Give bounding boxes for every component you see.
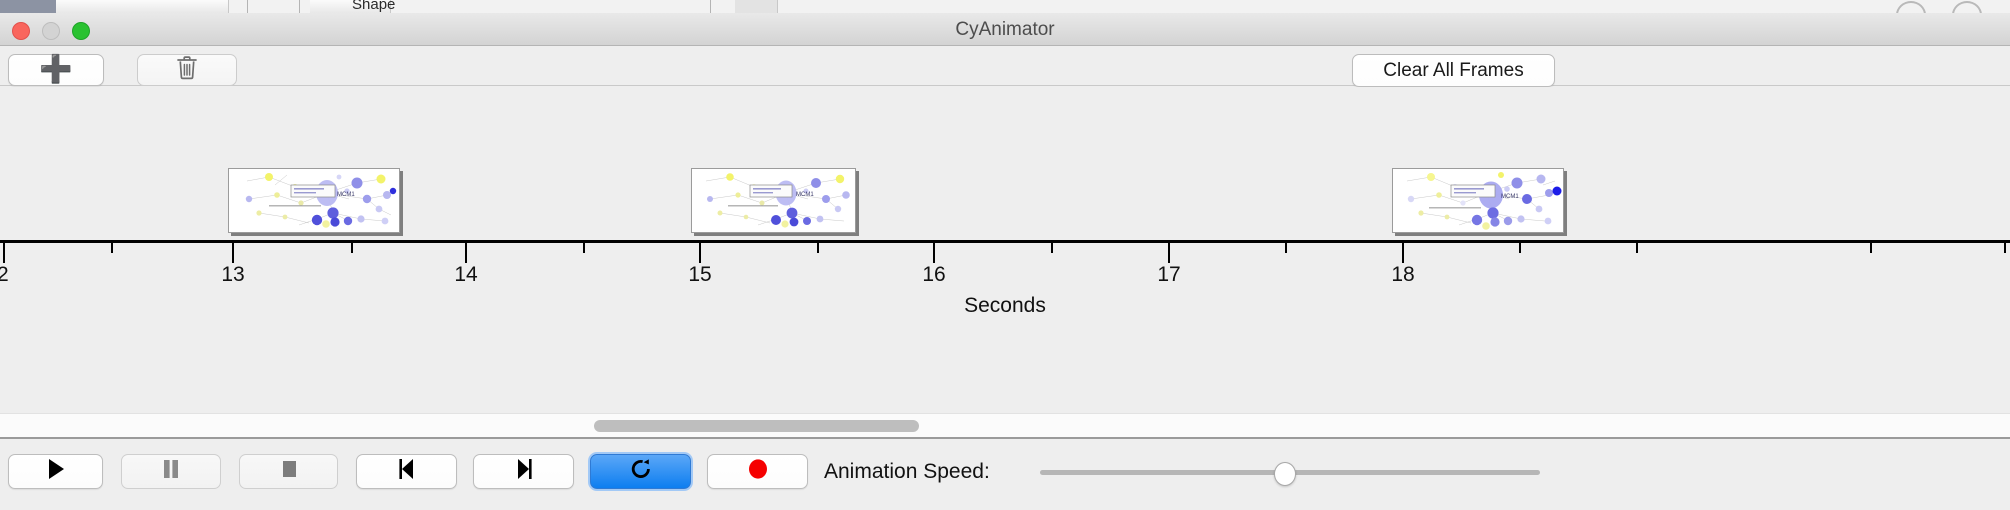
axis-tick-label: 12 (0, 263, 9, 286)
axis-major-tick (1402, 243, 1404, 263)
skip-to-start-button[interactable] (356, 454, 457, 489)
skip-back-icon (396, 458, 418, 485)
axis-tick-label: 18 (1391, 263, 1415, 286)
axis-minor-tick (1519, 243, 1521, 253)
close-button[interactable] (12, 22, 30, 40)
loop-button[interactable] (590, 454, 691, 489)
background-window-tick (710, 0, 711, 13)
axis-tick-label: 13 (221, 263, 245, 286)
axis-minor-tick (2004, 243, 2006, 253)
axis-tick-label: 14 (454, 263, 478, 286)
horizontal-scrollbar-track[interactable] (0, 413, 2010, 439)
title-bar: CyAnimator (0, 13, 2010, 46)
background-window-segment (56, 0, 167, 13)
record-button[interactable] (707, 454, 808, 489)
delete-frame-button[interactable] (137, 54, 237, 86)
svg-text:MCM1: MCM1 (796, 192, 814, 198)
background-window-arc (1952, 1, 1982, 13)
axis-major-tick (699, 243, 701, 263)
loop-icon (629, 457, 653, 486)
add-frame-button[interactable]: ➕ (8, 54, 104, 86)
network-thumbnail-icon: MCM1 (229, 169, 399, 232)
play-button[interactable] (8, 454, 103, 489)
axis-minor-tick (817, 243, 819, 253)
stop-button[interactable] (239, 454, 338, 489)
clear-all-frames-button[interactable]: Clear All Frames (1352, 54, 1555, 87)
record-icon (746, 457, 770, 486)
timeline-frame[interactable]: MCM1 (228, 168, 400, 233)
background-window-tick (299, 0, 300, 13)
playback-control-bar: Animation Speed: (0, 441, 2010, 510)
maximize-button[interactable] (72, 22, 90, 40)
axis-minor-tick (1870, 243, 1872, 253)
pause-button[interactable] (121, 454, 221, 489)
axis-minor-tick (1636, 243, 1638, 253)
background-window-arc (1896, 1, 1926, 13)
animation-speed-slider[interactable] (1040, 454, 1540, 489)
timeline-frame[interactable]: MCM1 (691, 168, 856, 233)
svg-text:MCM1: MCM1 (337, 192, 355, 198)
timeline-axis (0, 240, 2010, 243)
clear-all-frames-label: Clear All Frames (1383, 59, 1524, 81)
axis-major-tick (933, 243, 935, 263)
axis-major-tick (1168, 243, 1170, 263)
skip-forward-icon (513, 458, 535, 485)
plus-icon: ➕ (39, 53, 73, 84)
network-thumbnail-icon: MCM1 (1393, 169, 1563, 232)
axis-major-tick (3, 243, 5, 263)
axis-minor-tick (1051, 243, 1053, 253)
stop-icon (279, 458, 299, 485)
axis-tick-label: 16 (922, 263, 946, 286)
background-window-strip: Shape (0, 0, 2010, 13)
background-window-tick (247, 0, 248, 13)
axis-minor-tick (351, 243, 353, 253)
minimize-button[interactable] (42, 22, 60, 40)
background-window-label: Shape (352, 0, 396, 13)
slider-thumb[interactable] (1274, 462, 1296, 486)
background-window-segment (735, 0, 778, 13)
axis-minor-tick (583, 243, 585, 253)
play-icon (46, 458, 66, 485)
axis-major-tick (232, 243, 234, 263)
axis-minor-tick (1285, 243, 1287, 253)
axis-major-tick (465, 243, 467, 263)
network-thumbnail-icon: MCM1 (692, 169, 855, 232)
axis-tick-label: 17 (1157, 263, 1181, 286)
axis-title: Seconds (964, 294, 1046, 317)
skip-to-end-button[interactable] (473, 454, 574, 489)
horizontal-scrollbar-thumb[interactable] (594, 420, 919, 432)
toolbar: ➕ Clear All Frames (0, 46, 2010, 87)
trash-icon (176, 55, 198, 85)
window-title: CyAnimator (955, 19, 1055, 40)
timeline-panel[interactable]: MCM1 (0, 87, 2010, 413)
svg-text:MCM1: MCM1 (1501, 194, 1519, 200)
pause-icon (161, 458, 181, 485)
background-window-segment (310, 0, 391, 13)
background-window-segment (166, 0, 229, 13)
axis-tick-label: 15 (688, 263, 712, 286)
animation-speed-label: Animation Speed: (824, 460, 990, 483)
axis-minor-tick (111, 243, 113, 253)
timeline-frame[interactable]: MCM1 (1392, 168, 1564, 233)
background-window-titlebar-fragment (0, 0, 56, 13)
